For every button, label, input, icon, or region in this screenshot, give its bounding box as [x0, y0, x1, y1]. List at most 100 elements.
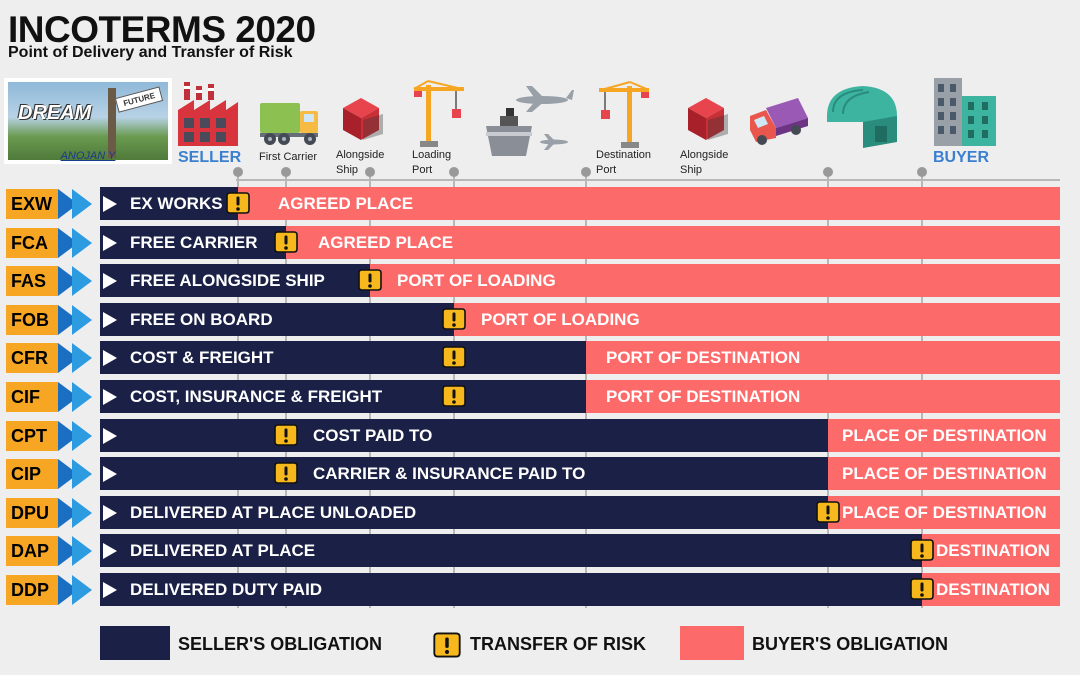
buyer-place-label: PORT OF LOADING [397, 271, 556, 291]
logo-dream-text: DREAM [18, 102, 92, 124]
factory-icon [178, 82, 238, 146]
buyer-obligation-bar [370, 264, 1060, 298]
incoterm-name: COST, INSURANCE & FREIGHT [130, 387, 383, 406]
chevron-right-icon [72, 459, 92, 490]
seller-obligation-bar [100, 341, 586, 375]
incoterm-name: FREE ALONGSIDE SHIP [130, 271, 325, 291]
incoterm-row-cfr: CFR COST & FREIGHT PORT OF DESTINATION [0, 341, 1080, 375]
incoterm-name: DELIVERED DUTY PAID [130, 580, 323, 599]
transfer-of-risk-warning-icon [273, 460, 299, 486]
buyer-place-label: PLACE OF DESTINATION [842, 502, 1047, 522]
incoterm-name: COST PAID TO [313, 425, 433, 445]
seller-obligation-bar [100, 225, 286, 259]
incoterm-row-dap: DAP DELIVERED AT PLACE DESTINATION [0, 534, 1080, 568]
incoterm-code: FOB [6, 304, 58, 335]
chevron-right-icon [72, 343, 92, 374]
author-logo: DREAM FUTURE ANOJAN Y [4, 78, 172, 164]
seller-obligation-bar [100, 418, 828, 452]
point-label-alongside-ship-origin: Alongside Ship [336, 149, 385, 176]
play-arrow-icon [103, 504, 117, 521]
incoterm-code: DDP [6, 575, 58, 605]
legend-risk-warning-icon [433, 632, 461, 658]
point-label-alongside-ship-destination: Alongside Ship [680, 149, 729, 176]
incoterm-row-fas: FAS FREE ALONGSIDE SHIP PORT OF LOADING [0, 264, 1080, 298]
play-arrow-icon [103, 389, 117, 405]
buyer-obligation-bar [454, 302, 1060, 336]
buyer-place-label: PORT OF DESTINATION [606, 387, 801, 406]
incoterm-name: FREE ON BOARD [130, 309, 273, 329]
seller-obligation-bar [100, 495, 828, 529]
transfer-of-risk-warning-icon [273, 229, 299, 255]
chevron-right-icon [72, 189, 92, 219]
incoterm-row-dpu: DPU DELIVERED AT PLACE UNLOADED PLACE OF D… [0, 495, 1080, 529]
incoterm-row-exw: EXW EX WORKS AGREED PLACE [0, 187, 1080, 220]
transfer-of-risk-warning-icon [815, 499, 841, 525]
incoterm-code: FCA [6, 227, 58, 258]
author-name: ANOJAN Y [60, 150, 116, 162]
timeline-point-dot [449, 167, 459, 177]
point-label-loading-port: Loading Port [412, 149, 452, 176]
buyer-place-label: DESTINATION [936, 541, 1050, 561]
warehouse-icon [827, 86, 897, 148]
point-label-destination-port: Destination Port [596, 149, 652, 176]
seller-obligation-bar [100, 457, 828, 491]
seller-obligation-bar [100, 380, 586, 413]
page-subtitle: Point of Delivery and Transfer of Risk [8, 44, 293, 61]
cargo-box-icon [343, 98, 383, 140]
incoterm-row-ddp: DDP DELIVERED DUTY PAID DESTINATION [0, 573, 1080, 606]
transfer-of-risk-warning-icon [441, 344, 467, 370]
incoterm-row-cip: CIP CARRIER & INSURANCE PAID TO PLACE OF D… [0, 457, 1080, 491]
point-label-first-carrier: First Carrier [259, 151, 318, 163]
timeline-point-dot [581, 167, 591, 177]
buyer-obligation-bar [586, 380, 1060, 413]
incoterm-name: DELIVERED AT PLACE UNLOADED [130, 502, 417, 522]
play-arrow-icon [103, 196, 117, 212]
transfer-of-risk-warning-icon [273, 422, 299, 448]
incoterm-code: DPU [6, 497, 58, 528]
timeline-point-dot [823, 167, 833, 177]
play-arrow-icon [103, 234, 117, 251]
legend-buyer-swatch [680, 626, 744, 660]
chevron-right-icon [72, 382, 92, 412]
incoterm-row-fob: FOB FREE ON BOARD PORT OF LOADING [0, 302, 1080, 336]
delivery-van-icon [750, 98, 808, 145]
incoterm-name: DELIVERED AT PLACE [130, 541, 316, 561]
incoterm-name: CARRIER & INSURANCE PAID TO [313, 464, 586, 484]
chevron-right-icon [72, 575, 92, 605]
legend-risk-label: TRANSFER OF RISK [470, 634, 647, 654]
incoterm-code: CFR [6, 343, 58, 374]
buyer-obligation-bar [828, 457, 1060, 491]
chevron-right-icon [72, 497, 92, 528]
buildings-icon [934, 78, 996, 146]
transfer-of-risk-warning-icon [357, 267, 383, 293]
buyer-obligation-bar [238, 187, 1060, 220]
buyer-obligation-bar [828, 495, 1060, 529]
buyer-place-label: DESTINATION [936, 580, 1050, 599]
buyer-obligation-bar [922, 534, 1060, 568]
chevron-right-icon [72, 227, 92, 258]
chevron-right-icon [72, 266, 92, 297]
timeline-point-dot [281, 167, 291, 177]
buyer-obligation-bar [828, 418, 1060, 452]
chevron-right-icon [72, 304, 92, 335]
chevron-right-icon [72, 536, 92, 567]
buyer-place-label: PLACE OF DESTINATION [842, 425, 1047, 445]
buyer-place-label: PLACE OF DESTINATION [842, 464, 1047, 484]
incoterm-row-cif: CIF COST, INSURANCE & FREIGHT PORT OF DEST… [0, 380, 1080, 413]
buyer-place-label: AGREED PLACE [318, 232, 454, 252]
seller-obligation-bar [100, 302, 454, 336]
chevron-right-icon [72, 420, 92, 451]
incoterm-code: CIF [6, 382, 58, 412]
play-arrow-icon [103, 543, 117, 560]
signpost-icon [108, 88, 116, 158]
incoterm-code: CPT [6, 420, 58, 451]
logo-image: DREAM FUTURE [8, 82, 168, 160]
play-arrow-icon [103, 350, 117, 367]
play-arrow-icon [103, 466, 117, 483]
seller-obligation-bar [100, 573, 922, 606]
incoterm-code: DAP [6, 536, 58, 567]
truck-icon [260, 103, 318, 145]
point-label-buyer: BUYER [933, 149, 990, 166]
play-arrow-icon [103, 311, 117, 328]
legend-seller-swatch [100, 626, 170, 660]
